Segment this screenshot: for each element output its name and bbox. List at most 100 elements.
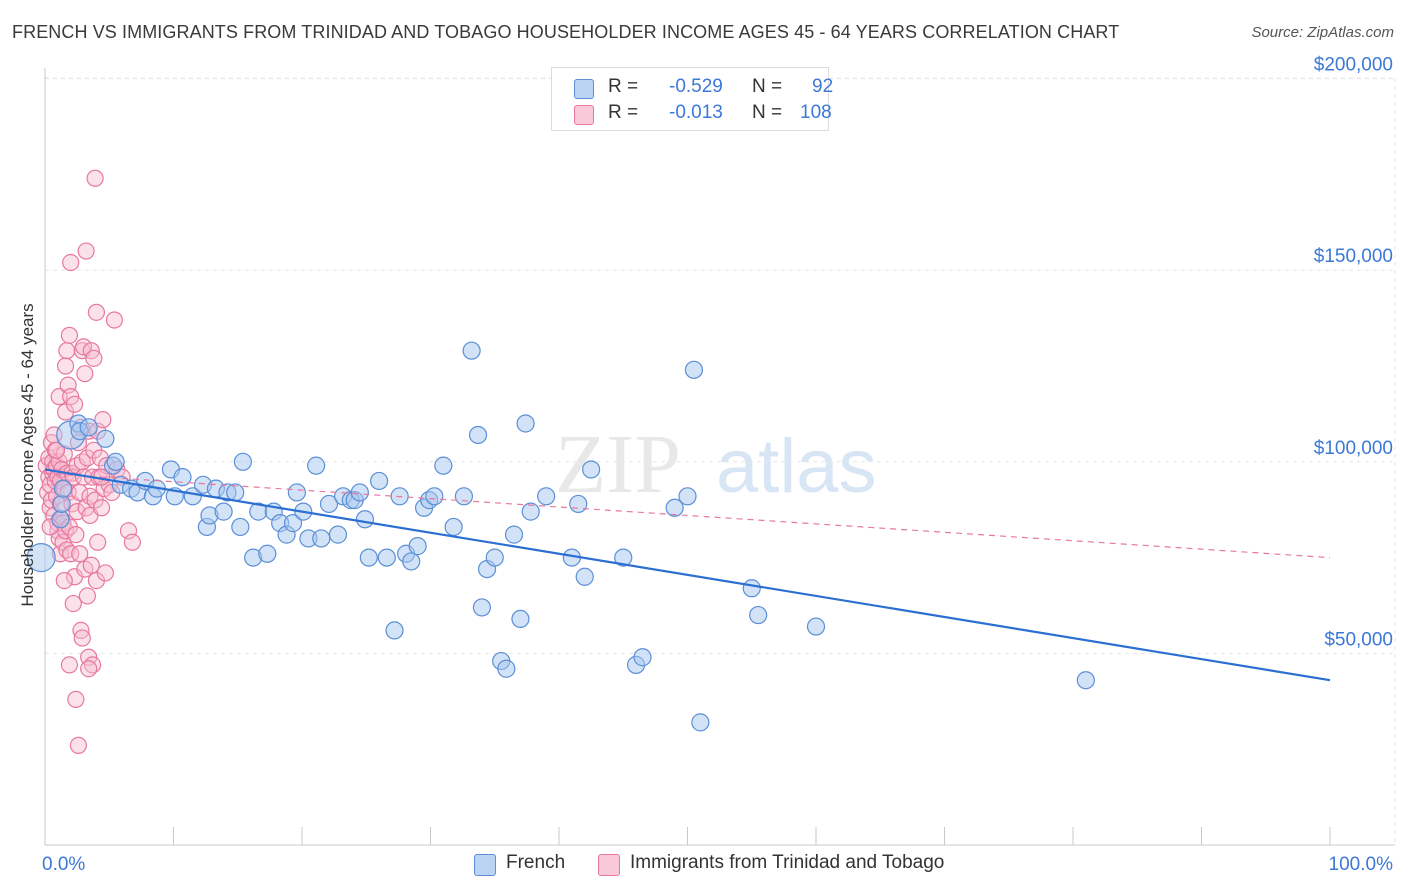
chart-title: FRENCH VS IMMIGRANTS FROM TRINIDAD AND T… bbox=[12, 22, 1120, 42]
x-tick-label-min: 0.0% bbox=[42, 854, 85, 875]
tt-point bbox=[55, 571, 73, 590]
tt-point bbox=[96, 564, 114, 582]
french-point bbox=[26, 542, 56, 573]
axes bbox=[44, 68, 1395, 846]
french-point bbox=[226, 483, 245, 502]
source-label: Source: ZipAtlas.com bbox=[1251, 24, 1394, 41]
french-point bbox=[355, 510, 375, 529]
tt-point bbox=[71, 545, 89, 563]
french-point bbox=[582, 460, 601, 479]
french-point bbox=[233, 452, 252, 471]
n-label: N = bbox=[752, 76, 783, 97]
french-point bbox=[52, 494, 71, 514]
n-label: N = bbox=[752, 102, 783, 123]
legend-tt-swatch bbox=[598, 854, 620, 876]
x-tick-label-max: 100.0% bbox=[1329, 854, 1394, 875]
french-swatch bbox=[574, 79, 594, 99]
tt-point bbox=[62, 253, 80, 272]
french-point bbox=[537, 487, 556, 506]
french-point bbox=[370, 471, 389, 491]
french-point bbox=[434, 456, 453, 475]
french-point bbox=[749, 605, 768, 625]
legend-french-label: French bbox=[506, 852, 566, 873]
tt-n-value: 108 bbox=[800, 102, 832, 123]
french-point bbox=[359, 548, 378, 567]
tt-point bbox=[89, 533, 107, 551]
tt-point bbox=[92, 499, 111, 517]
french-point bbox=[485, 548, 504, 567]
french-point bbox=[633, 648, 652, 667]
french-trend-line bbox=[44, 468, 1331, 682]
french-point bbox=[614, 548, 633, 567]
french-point bbox=[106, 452, 125, 471]
french-point bbox=[468, 425, 488, 445]
french-point bbox=[287, 483, 306, 502]
french-point bbox=[350, 483, 369, 502]
tt-point bbox=[60, 326, 79, 344]
tt-point bbox=[68, 503, 86, 521]
french-point bbox=[511, 609, 530, 629]
legend-tt-label: Immigrants from Trinidad and Tobago bbox=[630, 852, 945, 873]
french-point bbox=[472, 598, 491, 617]
tt-point bbox=[86, 169, 104, 187]
french-point bbox=[742, 579, 761, 598]
french-point bbox=[444, 517, 463, 537]
y-tick-label: $150,000 bbox=[1314, 246, 1393, 267]
french-point bbox=[231, 517, 250, 537]
y-axis-title: Householder Income Ages 45 - 64 years bbox=[18, 303, 37, 607]
tt-point bbox=[77, 242, 95, 260]
tt-r-value: -0.013 bbox=[669, 102, 723, 123]
tt-point bbox=[76, 365, 94, 383]
french-point bbox=[402, 552, 421, 571]
tt-swatch bbox=[574, 105, 594, 125]
french-point bbox=[575, 567, 594, 586]
french-point bbox=[283, 514, 303, 533]
tt-point bbox=[82, 556, 100, 574]
legend-french-swatch bbox=[474, 854, 496, 876]
r-label: R = bbox=[608, 102, 639, 123]
tick-labels: $50,000 $100,000 $150,000 $200,000 0.0% 100.0… bbox=[42, 55, 1393, 875]
french-point bbox=[504, 525, 524, 544]
french-point bbox=[51, 510, 70, 529]
french-point bbox=[173, 468, 192, 487]
tt-point bbox=[62, 545, 80, 563]
french-point bbox=[521, 502, 540, 521]
tt-point bbox=[85, 349, 103, 367]
tt-point bbox=[94, 411, 112, 429]
french-point bbox=[377, 548, 396, 567]
tt-point bbox=[58, 342, 76, 360]
tt-point bbox=[69, 736, 88, 754]
tt-point bbox=[74, 338, 93, 356]
french-point bbox=[258, 544, 277, 563]
watermark-atlas: atlas bbox=[716, 424, 877, 509]
french-point bbox=[665, 498, 684, 517]
tt-point bbox=[78, 587, 97, 605]
tt-point bbox=[67, 526, 85, 544]
tt-point bbox=[64, 594, 82, 613]
r-label: R = bbox=[608, 76, 639, 97]
y-tick-label: $200,000 bbox=[1314, 55, 1393, 76]
french-point bbox=[96, 429, 115, 448]
y-tick-label: $100,000 bbox=[1314, 438, 1393, 459]
tt-point bbox=[87, 303, 106, 321]
french-point bbox=[79, 418, 98, 437]
tt-point bbox=[105, 311, 123, 329]
tt-point bbox=[65, 395, 84, 413]
french-point bbox=[1076, 671, 1095, 690]
french-point bbox=[569, 494, 588, 514]
french-r-value: -0.529 bbox=[669, 76, 723, 97]
tt-point bbox=[56, 357, 75, 375]
french-point bbox=[678, 487, 697, 506]
french-n-value: 92 bbox=[812, 76, 834, 97]
french-point bbox=[425, 487, 444, 506]
correlation-stats-box: R = -0.529 N = 92 R = -0.013 N = 108 bbox=[551, 67, 833, 131]
french-point bbox=[385, 621, 404, 640]
tt-point bbox=[60, 656, 79, 674]
french-point bbox=[53, 479, 73, 498]
tt-point bbox=[47, 441, 66, 459]
french-point bbox=[516, 414, 535, 433]
french-point bbox=[691, 713, 710, 732]
french-point bbox=[497, 659, 516, 678]
french-point bbox=[806, 617, 826, 636]
french-point bbox=[454, 487, 474, 506]
